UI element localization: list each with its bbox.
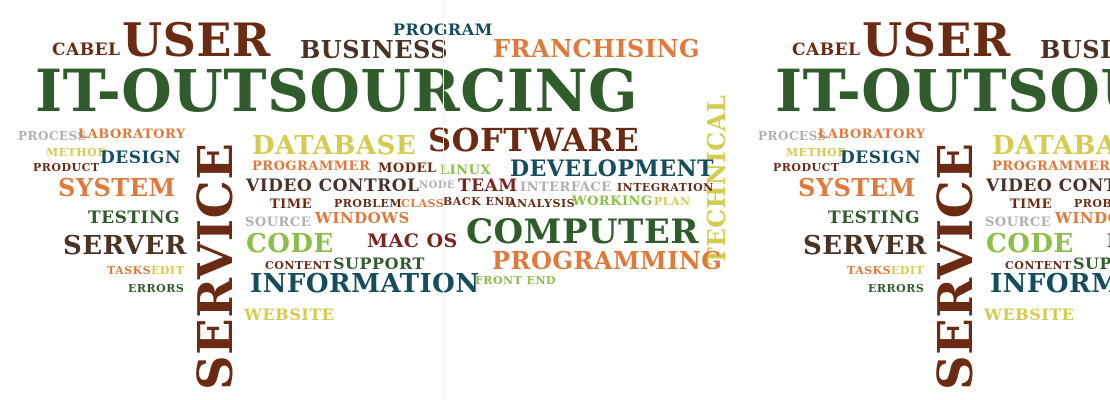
word-system: SYSTEM xyxy=(58,173,176,202)
word-linux: LINUX xyxy=(440,163,492,178)
word-problem-repeat: PROBLEM xyxy=(1074,197,1110,210)
word-cloud-right: USERCABELBUSINESSPROGRAMFRANCHISINGIT-OU… xyxy=(740,0,1110,400)
word-information-repeat: INFORMATION xyxy=(990,269,1110,299)
word-process: PROCESS xyxy=(18,129,87,143)
word-support-repeat: SUPPORT xyxy=(1073,254,1110,273)
word-it-outsourcing-repeat: IT-OUTSOURCING xyxy=(775,57,1110,125)
word-errors: ERRORS xyxy=(128,282,185,295)
word-process-repeat: PROCESS xyxy=(758,129,827,143)
word-design-repeat: DESIGN xyxy=(840,148,921,168)
word-video-control: VIDEO CONTROL xyxy=(246,176,420,196)
word-content-repeat: CONTENT xyxy=(1005,259,1072,272)
word-business: BUSINESS xyxy=(300,35,449,64)
word-program: PROGRAM xyxy=(393,20,493,39)
word-code: CODE xyxy=(246,229,334,259)
word-product: PRODUCT xyxy=(33,161,100,174)
word-cabel: CABEL xyxy=(52,40,121,60)
panel-seam xyxy=(443,0,444,400)
word-programmer-repeat: PROGRAMMER xyxy=(992,159,1110,174)
word-content: CONTENT xyxy=(265,259,332,272)
word-computer: COMPUTER xyxy=(466,212,700,252)
word-errors-repeat: ERRORS xyxy=(868,282,925,295)
word-server-repeat: SERVER xyxy=(803,231,927,261)
word-development: DEVELOPMENT xyxy=(510,156,714,182)
word-laboratory: LABORATORY xyxy=(78,127,186,142)
word-mac-os-repeat: MAC OS xyxy=(1107,232,1110,251)
word-database-repeat: DATABASE xyxy=(992,131,1110,161)
word-cloud-left: USER CABEL BUSINESS PROGRAM FRANCHISING IT-OU… xyxy=(18,13,731,390)
word-database: DATABASE xyxy=(252,131,417,161)
word-integration: INTEGRATION xyxy=(617,181,714,194)
word-cabel-repeat: CABEL xyxy=(792,40,861,60)
word-programming: PROGRAMMING xyxy=(492,246,723,275)
word-time-repeat: TIME xyxy=(1010,197,1053,212)
word-plan: PLAN xyxy=(654,195,691,208)
word-software: SOFTWARE xyxy=(428,121,640,159)
word-design: DESIGN xyxy=(100,148,181,168)
word-working: WORKING xyxy=(572,194,653,209)
word-support: SUPPORT xyxy=(333,254,425,273)
word-video-control-repeat: VIDEO CONTROL xyxy=(986,176,1110,196)
word-time: TIME xyxy=(270,197,313,212)
word-programmer: PROGRAMMER xyxy=(252,159,371,174)
word-testing: TESTING xyxy=(88,208,181,228)
word-tasks-repeat: TASKS xyxy=(847,264,892,277)
word-service-repeat: SERVICE xyxy=(928,142,984,390)
word-analysis: ANALYSIS xyxy=(508,197,576,210)
word-interface: INTERFACE xyxy=(520,180,612,195)
word-back-end: BACK END xyxy=(443,195,515,208)
word-windows-repeat: WINDOWS xyxy=(1055,209,1110,227)
word-class: CLASS xyxy=(401,197,445,210)
word-source-repeat: SOURCE xyxy=(985,215,1052,230)
word-front-end: FRONT END xyxy=(475,274,557,287)
word-problem: PROBLEM xyxy=(334,197,403,210)
word-testing-repeat: TESTING xyxy=(828,208,921,228)
word-edit: EDIT xyxy=(151,264,185,277)
word-windows: WINDOWS xyxy=(315,209,410,227)
word-system-repeat: SYSTEM xyxy=(798,173,916,202)
word-method-repeat: METHOD xyxy=(786,146,848,159)
word-tasks: TASKS xyxy=(107,264,152,277)
word-laboratory-repeat: LABORATORY xyxy=(818,127,926,142)
word-service: SERVICE xyxy=(188,142,244,390)
word-website-repeat: WEBSITE xyxy=(984,305,1075,324)
word-mac-os: MAC OS xyxy=(367,230,458,252)
word-business-repeat: BUSINESS xyxy=(1040,35,1110,64)
word-model: MODEL xyxy=(378,161,437,176)
word-information: INFORMATION xyxy=(250,269,480,299)
word-franchising: FRANCHISING xyxy=(493,34,701,63)
word-node: NODE xyxy=(419,180,456,191)
word-edit-repeat: EDIT xyxy=(891,264,925,277)
word-user-repeat: USER xyxy=(862,13,1011,67)
word-website: WEBSITE xyxy=(244,305,335,324)
word-product-repeat: PRODUCT xyxy=(773,161,840,174)
word-method: METHOD xyxy=(46,146,108,159)
word-team: TEAM xyxy=(458,176,518,196)
word-code-repeat: CODE xyxy=(986,229,1074,259)
word-server: SERVER xyxy=(63,231,187,261)
word-source: SOURCE xyxy=(245,215,312,230)
word-user: USER xyxy=(122,13,271,67)
word-it-outsourcing: IT-OUTSOURCING xyxy=(35,57,639,125)
